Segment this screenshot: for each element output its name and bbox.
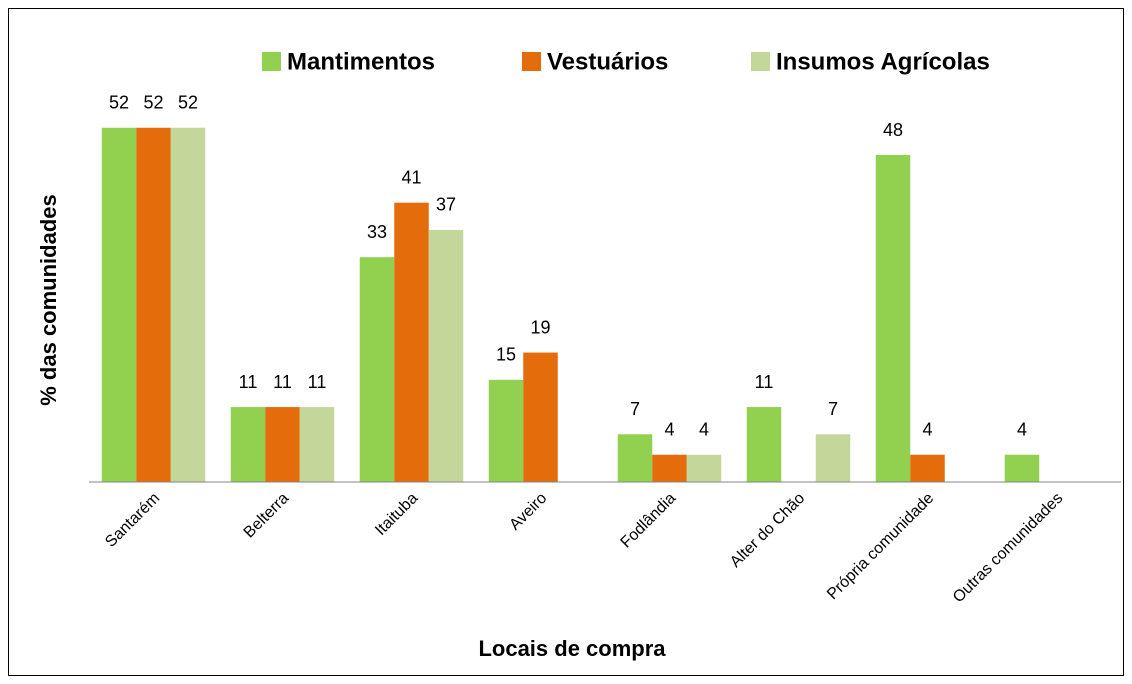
legend-label: Vestuários [547,48,668,75]
bar [359,257,395,482]
value-label: 4 [699,420,709,440]
value-label: 48 [883,120,903,140]
bar [910,454,945,482]
bar [170,127,206,482]
value-label: 37 [436,195,456,215]
legend-swatch [522,52,541,71]
x-axis-title: Locais de compra [478,636,666,661]
legend-swatch [751,52,770,71]
value-label: 11 [273,372,292,392]
value-label: 33 [367,222,387,242]
value-label: 52 [143,93,163,113]
bar [523,352,558,482]
bar [488,379,524,482]
y-axis-title: % das comunidades [36,194,61,406]
bar [686,454,722,482]
bar [875,155,911,482]
value-label: 41 [401,167,421,187]
value-label: 52 [178,93,198,113]
legend-label: Mantimentos [287,48,435,75]
value-label: 4 [1017,420,1027,440]
bar [299,407,335,482]
value-label: 52 [109,93,129,113]
bar [652,454,687,482]
bar [101,127,137,482]
bar [265,407,300,482]
value-label: 7 [828,399,838,419]
value-label: 15 [496,345,516,365]
value-label: 11 [308,372,327,392]
value-label: 11 [239,372,258,392]
value-label: 4 [922,420,932,440]
legend-swatch [262,52,281,71]
value-label: 19 [530,317,550,337]
value-label: 4 [664,420,674,440]
bar [815,434,851,482]
legend-label: Insumos Agrícolas [776,48,990,75]
bar [1004,454,1040,482]
bar [394,202,429,482]
bar [230,407,266,482]
value-label: 11 [755,372,774,392]
bar [136,127,171,482]
bar [746,407,782,482]
bar [428,229,464,482]
value-label: 7 [630,399,640,419]
bar [617,434,653,482]
